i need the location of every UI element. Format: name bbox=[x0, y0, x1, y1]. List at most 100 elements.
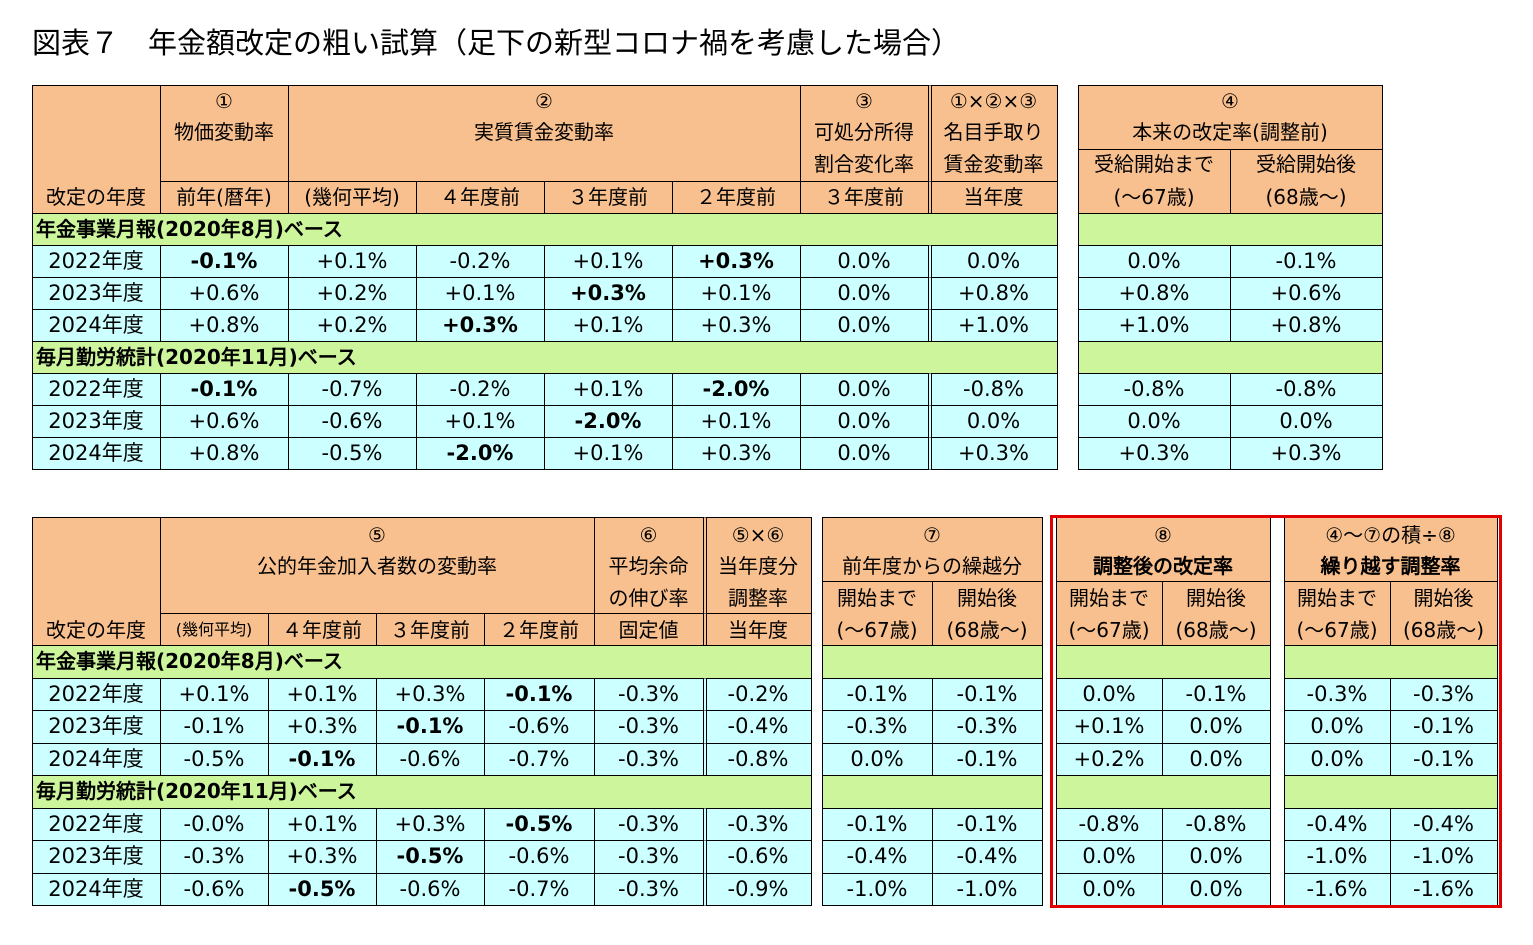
cell bbox=[416, 245, 545, 278]
header-text: 開始後 bbox=[957, 586, 1017, 610]
cell bbox=[484, 872, 595, 906]
header-text: (幾何平均) bbox=[304, 185, 400, 209]
cell bbox=[32, 775, 812, 809]
header-text: 改定の年度 bbox=[46, 618, 146, 642]
cell bbox=[484, 807, 595, 841]
cell bbox=[32, 85, 161, 214]
value-cell: -0.1% bbox=[1413, 746, 1474, 771]
header-text: (～67歳) bbox=[1068, 618, 1150, 642]
header-text: 名目手取り bbox=[943, 120, 1044, 144]
header-text: 本来の改定率(調整前) bbox=[1132, 120, 1328, 144]
value-cell: 0.0% bbox=[1082, 876, 1136, 901]
cell bbox=[822, 872, 933, 906]
header-text: 賃金変動率 bbox=[943, 152, 1044, 176]
header-text: 当年度 bbox=[728, 618, 788, 642]
header-text: (68歳～) bbox=[946, 618, 1028, 642]
header-text: ⑦ bbox=[923, 523, 941, 547]
cell bbox=[932, 807, 1043, 841]
value-cell: -1.6% bbox=[1413, 876, 1474, 901]
value-cell: -0.1% bbox=[956, 811, 1018, 836]
value-cell: -1.0% bbox=[1413, 844, 1474, 869]
cell bbox=[32, 677, 161, 711]
value-cell: -0.1% bbox=[956, 681, 1018, 706]
value-cell: +0.3% bbox=[1118, 441, 1190, 465]
cell bbox=[703, 710, 812, 744]
value-cell: -0.3% bbox=[1413, 681, 1474, 706]
value-cell: -0.1% bbox=[288, 746, 356, 771]
value-cell: -2.0% bbox=[702, 377, 770, 401]
header-text: ３年度前 bbox=[568, 185, 648, 209]
row-year: 2024年度 bbox=[48, 313, 144, 337]
row-year: 2022年度 bbox=[48, 377, 144, 401]
header-text: 割合変化率 bbox=[814, 152, 914, 176]
cell bbox=[268, 840, 377, 874]
value-cell: +0.1% bbox=[700, 409, 772, 433]
value-cell: -0.5% bbox=[321, 441, 383, 465]
value-cell: 0.0% bbox=[966, 409, 1021, 433]
value-cell: -0.8% bbox=[963, 377, 1024, 401]
value-cell: -0.1% bbox=[1413, 714, 1474, 739]
value-cell: +0.1% bbox=[444, 409, 516, 433]
cell bbox=[1284, 742, 1391, 776]
cell bbox=[594, 677, 704, 711]
cell bbox=[1284, 517, 1498, 582]
cell bbox=[1284, 807, 1391, 841]
value-cell: -0.4% bbox=[956, 844, 1018, 869]
header-text: ２年度前 bbox=[696, 185, 776, 209]
value-cell: 0.0% bbox=[837, 249, 891, 273]
cell bbox=[544, 437, 673, 470]
cell bbox=[32, 840, 161, 874]
cell bbox=[928, 277, 1058, 310]
value-cell: -0.8% bbox=[1185, 811, 1247, 836]
title: 図表７ 年金額改定の粗い試算（足下の新型コロナ禍を考慮した場合） bbox=[32, 26, 961, 60]
value-cell: +0.8% bbox=[958, 281, 1029, 305]
cell bbox=[800, 309, 929, 342]
header-text: ⑥ bbox=[639, 523, 658, 547]
cell bbox=[288, 85, 801, 182]
value-cell: +0.1% bbox=[286, 811, 358, 836]
cell bbox=[932, 840, 1043, 874]
value-cell: +0.3% bbox=[958, 441, 1029, 465]
value-cell: -2.0% bbox=[446, 441, 514, 465]
cell bbox=[1230, 245, 1383, 278]
value-cell: +0.1% bbox=[1073, 714, 1145, 739]
header-text: 平均余命 bbox=[608, 554, 689, 578]
value-cell: -0.6% bbox=[508, 714, 570, 739]
cell bbox=[1056, 742, 1163, 776]
header-text: ３年度前 bbox=[390, 618, 470, 642]
cell bbox=[932, 742, 1043, 776]
row-year: 2023年度 bbox=[48, 281, 144, 305]
row-year: 2023年度 bbox=[48, 844, 144, 869]
value-cell: -0.4% bbox=[846, 844, 908, 869]
header-text: 実質賃金変動率 bbox=[474, 120, 614, 144]
value-cell: +0.8% bbox=[1270, 313, 1342, 337]
value-cell: +0.1% bbox=[286, 681, 358, 706]
header-text: (～67歳) bbox=[836, 618, 918, 642]
value-cell: +0.3% bbox=[394, 811, 466, 836]
cell bbox=[544, 181, 673, 214]
cell bbox=[822, 840, 933, 874]
cell bbox=[672, 245, 801, 278]
cell bbox=[822, 742, 933, 776]
value-cell: -0.8% bbox=[1123, 377, 1185, 401]
header-text: ④～⑦の積÷⑧ bbox=[1325, 523, 1456, 547]
cell bbox=[1056, 710, 1163, 744]
value-cell: 0.0% bbox=[837, 377, 891, 401]
value-cell: 0.0% bbox=[1189, 714, 1243, 739]
cell bbox=[1390, 840, 1498, 874]
value-cell: +0.3% bbox=[700, 441, 772, 465]
cell bbox=[32, 437, 161, 470]
cell bbox=[160, 872, 269, 906]
cell bbox=[32, 742, 161, 776]
cell bbox=[288, 405, 417, 438]
value-cell: -0.4% bbox=[1413, 811, 1474, 836]
header-text: ⑧ bbox=[1154, 523, 1172, 547]
header-text: (～67歳) bbox=[1113, 185, 1195, 209]
cell bbox=[32, 517, 161, 646]
header-text: 改定の年度 bbox=[46, 185, 146, 209]
value-cell: -0.8% bbox=[1275, 377, 1337, 401]
row-year: 2022年度 bbox=[48, 811, 144, 836]
value-cell: -0.8% bbox=[1078, 811, 1140, 836]
header-text: ４年度前 bbox=[440, 185, 520, 209]
